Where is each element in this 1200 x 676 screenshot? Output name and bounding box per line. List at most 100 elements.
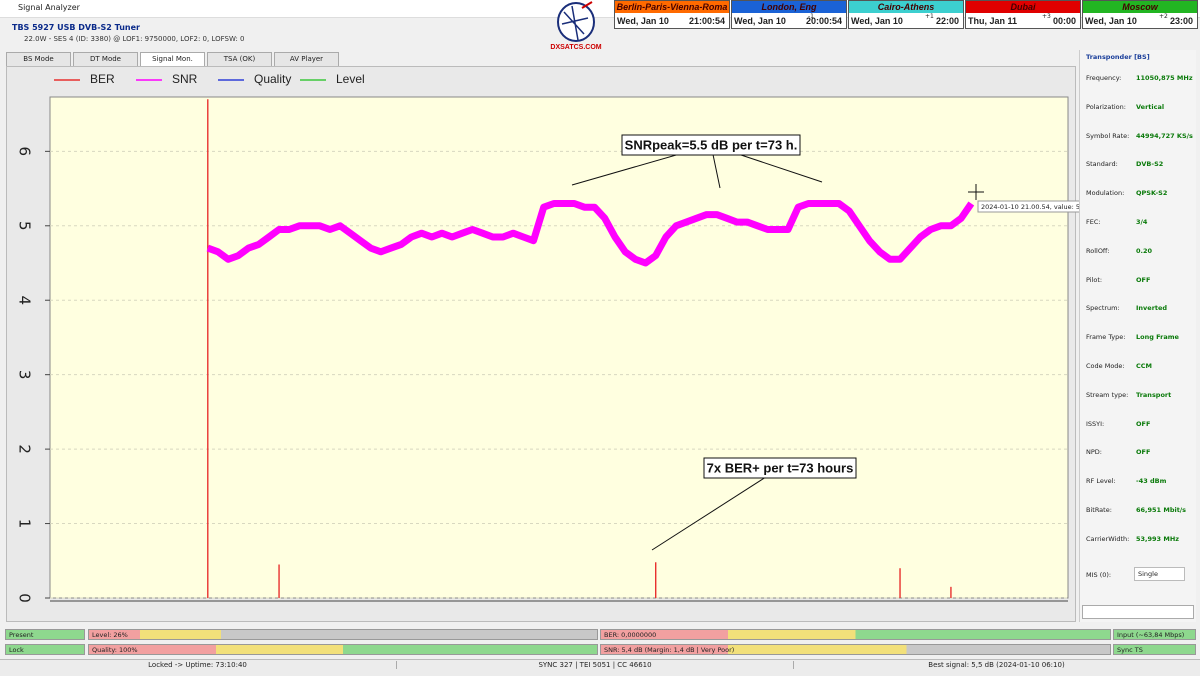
status-level: Level: 26% [88, 629, 598, 640]
property-label: CarrierWidth: [1086, 534, 1130, 543]
clock: Moscow Wed, Jan 10 +2 23:00 [1082, 0, 1198, 29]
legend-label: BER [90, 72, 115, 86]
property-label: BitRate: [1086, 506, 1112, 514]
property-label: Modulation: [1086, 189, 1125, 198]
status-quality: Quality: 100% [88, 644, 598, 655]
panel-title: Transponder [BS] [1086, 53, 1150, 61]
y-tick-label: 0 [16, 593, 34, 603]
y-tick-label: 2 [16, 444, 34, 454]
plot-area [49, 96, 1069, 599]
y-tick-label: 3 [16, 370, 34, 380]
y-tick-label: 1 [16, 519, 34, 529]
status-input: Input (~63,84 Mbps) [1113, 629, 1196, 640]
clock-city: London, Eng [732, 1, 846, 13]
logo: DXSATCS.COM [550, 1, 602, 51]
footer [0, 659, 1200, 676]
property-value: CCM [1136, 362, 1153, 370]
clock-date: Wed, Jan 10 [617, 16, 669, 26]
mis-label: MIS (0): [1086, 571, 1112, 579]
legend-label: Quality [254, 72, 291, 86]
clock-time: 23:00 [1169, 16, 1193, 26]
clock-offset: +2 [1159, 13, 1168, 20]
best-signal: Best signal: 5,5 dB (2024-01-10 06:10) [928, 661, 1065, 669]
property-label: Frame Type: [1086, 333, 1126, 342]
status-sync: Sync TS [1113, 644, 1196, 655]
clock-city: Cairo-Athens [849, 1, 963, 13]
status-lock: Lock [5, 644, 85, 655]
clock-time: 21:00:54 [688, 16, 725, 26]
logo-text: DXSATCS.COM [550, 44, 601, 51]
status-present: Present [5, 629, 85, 640]
annotation-leader [651, 467, 781, 551]
clock-time: 00:00 [1052, 16, 1076, 26]
property-value: OFF [1136, 419, 1151, 428]
property-label: RollOff: [1086, 246, 1110, 255]
tooltip-box [977, 200, 1080, 213]
property-value: Long Frame [1136, 333, 1179, 342]
clock-offset: +1 [925, 13, 934, 20]
clock-offset: +3 [1042, 13, 1051, 20]
property-value: Inverted [1136, 304, 1168, 313]
property-value: Transport [1136, 390, 1172, 399]
property-label: FEC: [1086, 218, 1101, 226]
property-value: DVB-S2 [1136, 160, 1164, 169]
satellite-info: 22.0W - SES 4 (ID: 3380) @ LOF1: 9750000… [24, 35, 245, 43]
annotation-box [621, 134, 801, 156]
property-label: Spectrum: [1086, 304, 1120, 313]
property-label: Polarization: [1086, 102, 1126, 111]
clock-time: 20:00:54 [805, 16, 842, 26]
property-label: Pilot: [1086, 275, 1103, 284]
property-label: RF Level: [1086, 477, 1116, 486]
y-tick-label: 4 [16, 295, 34, 305]
transponder-panel: Transponder [BS] Frequency: 11050,875 MHz… [1079, 50, 1196, 622]
property-value: OFF [1136, 448, 1151, 457]
property-value: 66,951 Mbit/s [1136, 506, 1187, 514]
tooltip: 2024-01-10 21.00.54, value: 5,4000000953… [981, 203, 1080, 211]
status-ber: BER: 0,0000000 [600, 629, 1111, 640]
y-tick-label: 5 [16, 221, 34, 231]
uptime: Locked -> Uptime: 73:10:40 [148, 661, 247, 669]
property-value: 11050,875 MHz [1136, 74, 1193, 82]
property-value: 3/4 [1136, 218, 1148, 226]
property-value: -43 dBm [1136, 477, 1167, 486]
clock-date: Wed, Jan 10 [851, 16, 903, 26]
property-value: Vertical [1136, 102, 1165, 111]
clock-date: Wed, Jan 10 [1085, 16, 1137, 26]
mis-select[interactable]: Single [1134, 567, 1185, 581]
property-value: 44994,727 KS/s [1136, 131, 1193, 140]
window-title: Signal Analyzer [18, 3, 80, 12]
property-value: 53,993 MHz [1136, 534, 1180, 543]
legend-label: Level [336, 72, 365, 86]
property-label: NPD: [1086, 448, 1102, 457]
clock: Cairo-Athens Wed, Jan 10 +1 22:00 [848, 0, 964, 29]
y-tick-label: 6 [16, 147, 34, 157]
property-label: Code Mode: [1086, 362, 1125, 370]
clock-city: Moscow [1083, 1, 1197, 13]
clock: Dubai Thu, Jan 11 +3 00:00 [965, 0, 1081, 29]
annotation-box [703, 457, 857, 479]
clock-date: Wed, Jan 10 [734, 16, 786, 26]
property-label: Frequency: [1086, 74, 1122, 82]
property-label: ISSYI: [1086, 419, 1105, 428]
property-value: OFF [1136, 275, 1151, 284]
annotation: SNRpeak=5.5 dB per t=73 h. [625, 137, 798, 152]
property-label: Symbol Rate: [1086, 131, 1130, 140]
legend-label: SNR [172, 72, 198, 86]
clock-offset: -1 [808, 13, 814, 20]
clock: Berlin-Paris-Vienna-Roma Wed, Jan 10 21:00… [614, 0, 730, 29]
chart: 0 1 2 3 4 5 6 BER SNR Quality Level SNRpeak=5.5 dB … [16, 72, 1080, 603]
panel-button[interactable] [1082, 605, 1194, 619]
clock-city: Berlin-Paris-Vienna-Roma [615, 1, 729, 13]
property-label: Standard: [1086, 160, 1118, 169]
property-label: Stream type: [1086, 390, 1129, 399]
clock: London, Eng Wed, Jan 10 -1 20:00:54 [731, 0, 847, 29]
property-value: QPSK-S2 [1136, 189, 1168, 198]
tuner-name: TBS 5927 USB DVB-S2 Tuner [12, 23, 140, 32]
clock-time: 22:00 [935, 16, 959, 26]
clock-date: Thu, Jan 11 [968, 16, 1018, 26]
property-value: 0.20 [1136, 246, 1153, 255]
series-line [206, 200, 975, 267]
status-snr: SNR: 5,4 dB (Margin: 1,4 dB | Very Poor) [600, 644, 1111, 655]
clock-city: Dubai [966, 1, 1080, 13]
